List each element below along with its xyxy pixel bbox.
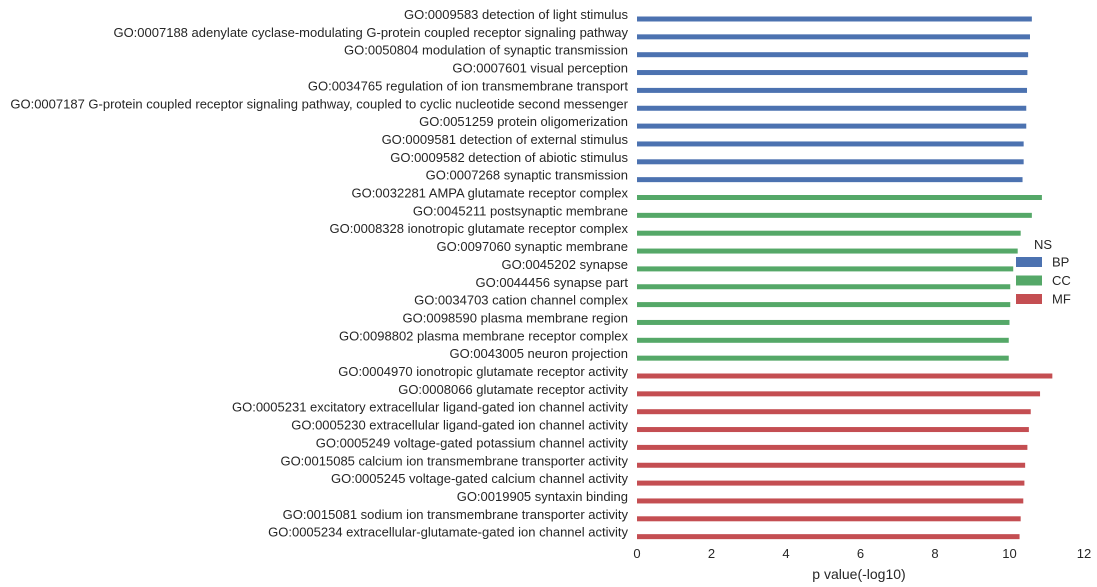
x-tick-label: 2 bbox=[708, 546, 715, 561]
category-label: GO:0051259 protein oligomerization bbox=[419, 114, 628, 129]
category-label: GO:0098590 plasma membrane region bbox=[403, 310, 628, 325]
x-tick-label: 0 bbox=[633, 546, 640, 561]
legend-label-mf: MF bbox=[1052, 292, 1071, 307]
bar-cc bbox=[637, 248, 1018, 254]
bar-mf bbox=[637, 516, 1021, 522]
category-label: GO:0043005 neuron projection bbox=[449, 346, 628, 361]
category-label: GO:0004970 ionotropic glutamate receptor… bbox=[338, 364, 628, 379]
bar-cc bbox=[637, 230, 1021, 236]
bar-bp bbox=[637, 34, 1030, 40]
category-label: GO:0019905 syntaxin binding bbox=[457, 489, 628, 504]
bar-bp bbox=[637, 52, 1029, 58]
bar-mf bbox=[637, 534, 1020, 540]
x-tick-label: 10 bbox=[1002, 546, 1016, 561]
category-label: GO:0015081 sodium ion transmembrane tran… bbox=[283, 507, 629, 522]
category-label: GO:0015085 calcium ion transmembrane tra… bbox=[280, 453, 628, 468]
x-tick-label: 4 bbox=[782, 546, 789, 561]
category-label: GO:0098802 plasma membrane receptor comp… bbox=[339, 328, 629, 343]
legend-label-cc: CC bbox=[1052, 273, 1071, 288]
bar-bp bbox=[637, 70, 1028, 76]
bars-layer bbox=[637, 16, 1053, 540]
x-axis: 0 2 4 6 8 10 12 bbox=[633, 546, 1091, 561]
bar-bp bbox=[637, 159, 1024, 165]
bar-mf bbox=[637, 498, 1024, 504]
legend-title: NS bbox=[1034, 237, 1052, 252]
category-label: GO:0050804 modulation of synaptic transm… bbox=[344, 43, 628, 58]
category-label: GO:0009583 detection of light stimulus bbox=[404, 7, 629, 22]
category-label: GO:0034765 regulation of ion transmembra… bbox=[308, 78, 629, 93]
legend-swatch-cc bbox=[1016, 275, 1042, 286]
x-tick-label: 8 bbox=[931, 546, 938, 561]
category-label: GO:0007601 visual perception bbox=[452, 61, 628, 76]
bar-bp bbox=[637, 141, 1024, 147]
bar-mf bbox=[637, 462, 1026, 468]
category-label: GO:0045211 postsynaptic membrane bbox=[413, 203, 628, 218]
bar-mf bbox=[637, 427, 1029, 433]
bar-mf bbox=[637, 409, 1031, 415]
x-tick-label: 6 bbox=[857, 546, 864, 561]
bar-mf bbox=[637, 373, 1053, 379]
bar-cc bbox=[637, 319, 1010, 325]
category-label: GO:0005234 extracellular-glutamate-gated… bbox=[268, 525, 628, 540]
x-axis-title: p value(-log10) bbox=[812, 566, 905, 582]
bar-mf bbox=[637, 480, 1025, 486]
category-label: GO:0007268 synaptic transmission bbox=[426, 168, 628, 183]
category-label: GO:0008328 ionotropic glutamate receptor… bbox=[330, 221, 629, 236]
bar-cc bbox=[637, 355, 1009, 361]
x-tick-label: 12 bbox=[1077, 546, 1091, 561]
category-label: GO:0045202 synapse bbox=[502, 257, 628, 272]
category-label: GO:0007188 adenylate cyclase-modulating … bbox=[113, 25, 628, 40]
category-label: GO:0034703 cation channel complex bbox=[414, 293, 628, 308]
legend-swatch-mf bbox=[1016, 294, 1042, 304]
bar-bp bbox=[637, 177, 1023, 183]
bar-cc bbox=[637, 302, 1011, 308]
category-label: GO:0009582 detection of abiotic stimulus bbox=[390, 150, 628, 165]
category-label: GO:0007187 G-protein coupled receptor si… bbox=[10, 96, 628, 111]
bar-cc bbox=[637, 195, 1042, 200]
bar-mf bbox=[637, 391, 1041, 397]
category-label: GO:0005249 voltage-gated potassium chann… bbox=[316, 435, 629, 450]
category-label: GO:0008066 glutamate receptor activity bbox=[398, 382, 628, 397]
bar-cc bbox=[637, 212, 1032, 218]
legend-swatch-bp bbox=[1016, 257, 1042, 267]
bar-bp bbox=[637, 87, 1028, 93]
legend-label-bp: BP bbox=[1052, 255, 1069, 270]
category-label: GO:0005231 excitatory extracellular liga… bbox=[232, 400, 629, 415]
bar-bp bbox=[637, 123, 1027, 129]
category-label: GO:0009581 detection of external stimulu… bbox=[382, 132, 629, 147]
category-label: GO:0044456 synapse part bbox=[476, 275, 629, 290]
bar-bp bbox=[637, 16, 1032, 22]
bar-cc bbox=[637, 284, 1011, 290]
category-label: GO:0032281 AMPA glutamate receptor compl… bbox=[351, 186, 628, 201]
bar-cc bbox=[637, 266, 1014, 272]
category-label: GO:0005230 extracellular ligand-gated io… bbox=[291, 418, 628, 433]
category-label: GO:0097060 synaptic membrane bbox=[437, 239, 629, 254]
bar-mf bbox=[637, 444, 1028, 450]
bar-cc bbox=[637, 337, 1009, 343]
category-labels: GO:0009583 detection of light stimulus GO… bbox=[10, 7, 628, 540]
legend: NS BP CC MF bbox=[1016, 237, 1071, 307]
category-label: GO:0005245 voltage-gated calcium channel… bbox=[331, 471, 629, 486]
bar-bp bbox=[637, 105, 1027, 111]
